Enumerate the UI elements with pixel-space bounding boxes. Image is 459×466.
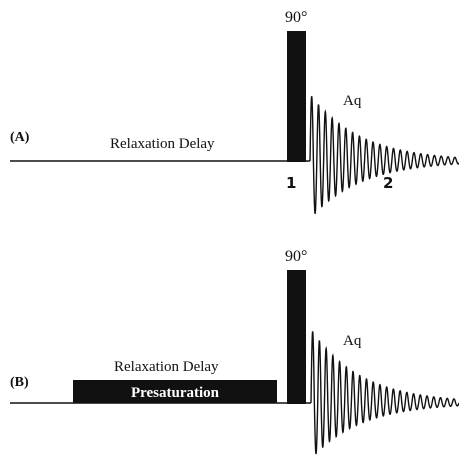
panel-b-relaxation-delay-label: Relaxation Delay — [114, 359, 219, 375]
panel-a-acquisition-label: Aq — [343, 93, 362, 109]
panel-b: (B) Relaxation Delay Presaturation 90° A… — [10, 248, 459, 455]
panel-a-90-degree-pulse — [287, 31, 306, 162]
panel-a-label: (A) — [10, 130, 30, 145]
panel-a-relaxation-delay-label: Relaxation Delay — [110, 136, 215, 152]
panel-b-acquisition-label: Aq — [343, 333, 362, 349]
panel-b-90-degree-pulse — [287, 270, 306, 404]
panel-b-pulse-label: 90° — [285, 248, 307, 265]
panel-a: (A) Relaxation Delay 90° Aq 1 2 — [10, 9, 459, 215]
panel-a-fid-signal — [309, 96, 459, 215]
panel-a-marker-2: 2 — [383, 174, 393, 192]
panel-b-label: (B) — [10, 375, 29, 390]
presaturation-label: Presaturation — [131, 385, 220, 401]
panel-a-marker-1: 1 — [286, 174, 296, 192]
panel-a-pulse-label: 90° — [285, 9, 307, 26]
panel-b-fid-signal — [310, 331, 459, 455]
presaturation-block — [73, 380, 277, 403]
